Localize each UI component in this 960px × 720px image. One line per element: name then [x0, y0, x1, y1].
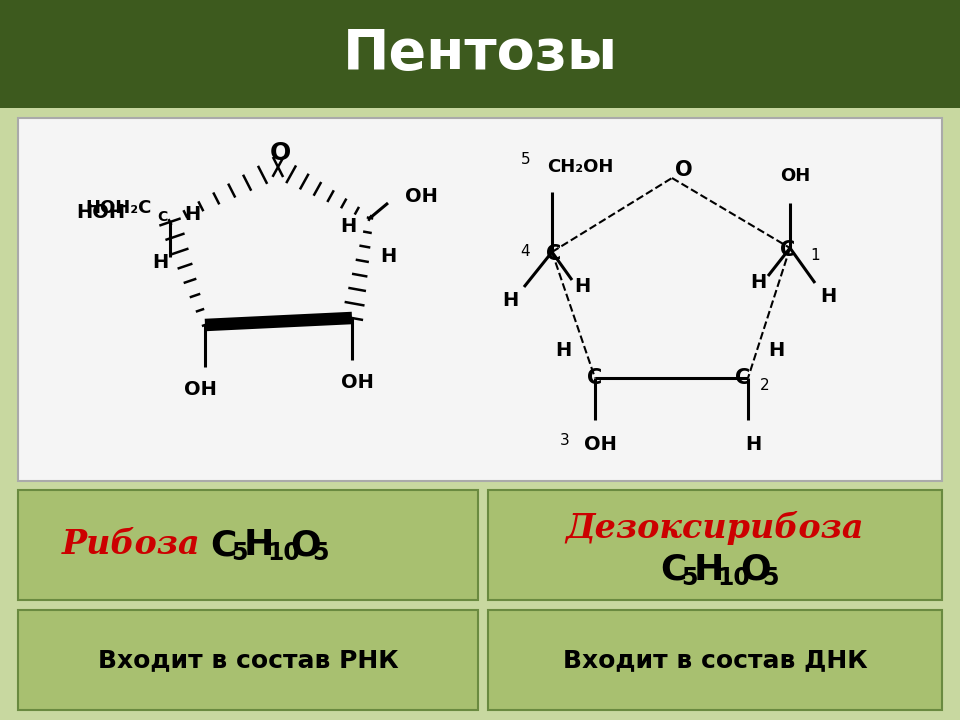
Text: C: C	[660, 553, 686, 587]
Text: C: C	[588, 368, 603, 388]
Text: H: H	[820, 287, 836, 305]
Text: 5: 5	[762, 566, 779, 590]
Text: 10: 10	[717, 566, 750, 590]
FancyBboxPatch shape	[18, 610, 478, 710]
Text: OH: OH	[405, 186, 438, 205]
Text: 5: 5	[520, 153, 530, 168]
Text: H: H	[745, 435, 761, 454]
Text: C: C	[546, 244, 562, 264]
Text: 4: 4	[520, 245, 530, 259]
Text: C: C	[735, 368, 751, 388]
Text: C: C	[780, 240, 796, 260]
Text: 1: 1	[810, 248, 820, 264]
Text: H: H	[244, 528, 275, 562]
Text: C: C	[156, 210, 167, 224]
Text: OH: OH	[341, 373, 373, 392]
Text: OH: OH	[584, 435, 616, 454]
FancyBboxPatch shape	[18, 490, 478, 600]
Text: 2: 2	[760, 379, 770, 394]
Text: HOH: HOH	[76, 202, 125, 222]
FancyBboxPatch shape	[488, 490, 942, 600]
FancyBboxPatch shape	[488, 610, 942, 710]
Text: O: O	[270, 141, 291, 165]
Text: Пентозы: Пентозы	[343, 27, 617, 81]
Text: Входит в состав ДНК: Входит в состав ДНК	[563, 648, 868, 672]
FancyBboxPatch shape	[0, 0, 960, 108]
Text: C: C	[210, 528, 236, 562]
Text: 5: 5	[231, 541, 248, 565]
Text: Дезоксирибоза: Дезоксирибоза	[565, 511, 864, 545]
Text: H: H	[694, 553, 725, 587]
Text: H: H	[555, 341, 571, 359]
Text: H: H	[502, 290, 518, 310]
Text: O: O	[740, 553, 771, 587]
Text: 10: 10	[267, 541, 300, 565]
Text: Рибоза: Рибоза	[62, 528, 201, 562]
Text: H: H	[380, 246, 396, 266]
Text: H: H	[750, 274, 766, 292]
Text: OH: OH	[183, 380, 216, 399]
FancyBboxPatch shape	[18, 118, 942, 481]
Text: H: H	[152, 253, 168, 271]
Text: O: O	[675, 160, 693, 180]
Text: H: H	[768, 341, 784, 359]
Text: 5: 5	[312, 541, 328, 565]
Text: 5: 5	[681, 566, 698, 590]
Text: H: H	[340, 217, 356, 235]
Text: O: O	[290, 528, 321, 562]
Text: H: H	[574, 277, 590, 297]
Text: 3: 3	[561, 433, 570, 448]
Text: Входит в состав РНК: Входит в состав РНК	[98, 648, 398, 672]
Text: OH: OH	[780, 167, 810, 185]
Text: H: H	[184, 204, 200, 223]
Text: CH₂OH: CH₂OH	[547, 158, 613, 176]
Text: HOH₂C: HOH₂C	[85, 199, 152, 217]
